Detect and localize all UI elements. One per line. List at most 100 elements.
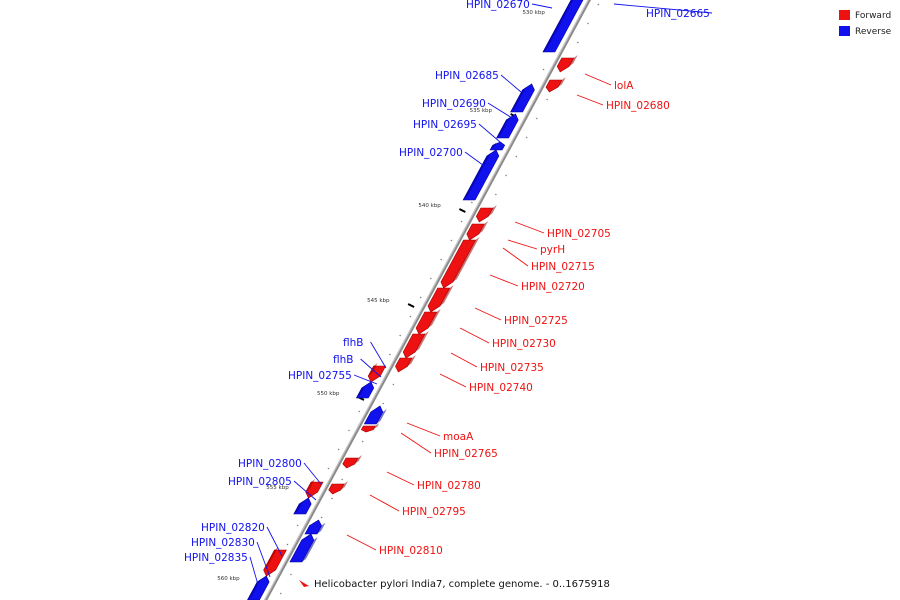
- gene-block[interactable]: [402, 333, 426, 359]
- gene-label[interactable]: HPIN_02670: [466, 0, 530, 11]
- gene-label[interactable]: HPIN_02665: [646, 8, 710, 20]
- gene-leader-line: [500, 74, 522, 93]
- gene-block[interactable]: [556, 57, 575, 73]
- gene-block[interactable]: [489, 141, 506, 151]
- gene-label[interactable]: HPIN_02690: [422, 98, 486, 110]
- minor-tick: [392, 383, 395, 386]
- minor-tick: [290, 573, 292, 576]
- gene-block[interactable]: [395, 357, 413, 373]
- gene-label[interactable]: HPIN_02715: [531, 261, 595, 273]
- gene-label[interactable]: HPIN_02780: [417, 480, 481, 492]
- minor-tick: [327, 467, 330, 470]
- gene-leader-line: [439, 373, 467, 388]
- gene-label[interactable]: pyrH: [540, 244, 565, 256]
- gene-label[interactable]: moaA: [443, 431, 474, 443]
- legend-forward-label: Forward: [855, 11, 891, 21]
- gene-block-shade: [373, 423, 380, 430]
- sequence-arrow-icon: [299, 580, 309, 587]
- minor-tick: [597, 3, 600, 6]
- genome-backbone-highlight: [264, 0, 589, 600]
- gene-label[interactable]: HPIN_02820: [201, 522, 265, 534]
- gene-label[interactable]: HPIN_02700: [399, 147, 463, 159]
- gene-leader-line: [478, 123, 501, 143]
- gene-block-shade: [488, 205, 497, 217]
- gene-label[interactable]: HPIN_02810: [379, 545, 443, 557]
- gene-leader-line: [303, 462, 322, 485]
- gene-label[interactable]: HPIN_02725: [504, 315, 568, 327]
- gene-leader-line: [256, 541, 271, 578]
- gene-block-shade: [439, 285, 454, 306]
- gene-leader-line: [406, 422, 441, 437]
- gene-label[interactable]: HPIN_02685: [435, 70, 499, 82]
- gene-leader-line: [450, 352, 478, 368]
- gene-label[interactable]: HPIN_02830: [191, 537, 255, 549]
- gene-block[interactable]: [542, 0, 584, 53]
- gene-block-shade: [376, 409, 387, 424]
- gene-label[interactable]: HPIN_02680: [606, 100, 670, 112]
- gene-block[interactable]: [328, 483, 345, 495]
- gene-block[interactable]: [342, 457, 359, 469]
- gene-label[interactable]: HPIN_02730: [492, 338, 556, 350]
- gene-block[interactable]: [427, 287, 451, 313]
- gene-label[interactable]: HPIN_02835: [184, 552, 248, 564]
- gene-label[interactable]: HPIN_02755: [288, 370, 352, 382]
- gene-label[interactable]: HPIN_02765: [434, 448, 498, 460]
- gene-label[interactable]: lolA: [614, 80, 634, 92]
- gene-block[interactable]: [360, 425, 376, 433]
- minor-tick: [576, 41, 579, 44]
- gene-block[interactable]: [363, 405, 384, 425]
- gene-block-shade: [317, 522, 326, 534]
- minor-tick: [546, 98, 549, 101]
- gene-block[interactable]: [440, 239, 477, 289]
- minor-tick: [535, 117, 538, 120]
- gene-block[interactable]: [289, 533, 315, 563]
- gene-leader-line: [266, 526, 283, 557]
- gene-leader-line: [502, 247, 529, 267]
- minor-tick: [587, 22, 590, 25]
- gene-block[interactable]: [475, 207, 494, 223]
- gene-block[interactable]: [415, 311, 438, 335]
- minor-tick: [279, 592, 282, 595]
- labels-layer: HPIN_02665 HPIN_02670 lolA HPIN_02680 HPIN_0…: [184, 0, 713, 596]
- minor-tick: [505, 174, 508, 177]
- gene-label[interactable]: HPIN_02740: [469, 382, 533, 394]
- gene-block[interactable]: [466, 223, 485, 241]
- gene-label[interactable]: HPIN_02805: [228, 476, 292, 488]
- gene-block-shade: [428, 309, 441, 328]
- sequence-title-text: Helicobacter pylori India7, complete gen…: [314, 579, 610, 590]
- minor-tick: [429, 277, 432, 280]
- minor-tick: [320, 516, 323, 519]
- gene-label[interactable]: flhB: [343, 337, 363, 349]
- gene-label[interactable]: HPIN_02735: [480, 362, 544, 374]
- gene-label[interactable]: HPIN_02695: [413, 119, 477, 131]
- genes-layer: [247, 0, 584, 600]
- gene-leader-line: [353, 374, 378, 385]
- gene-leader-line: [293, 480, 317, 501]
- gene-block-shade: [407, 355, 416, 367]
- minor-tick: [382, 402, 385, 405]
- gene-leader-line: [360, 358, 382, 378]
- gene-leader-line: [576, 94, 604, 106]
- minor-tick: [337, 448, 340, 451]
- gene-label[interactable]: flhB: [333, 354, 353, 366]
- gene-block-shade: [354, 455, 363, 464]
- legend-forward-swatch: [839, 10, 850, 20]
- gene-block-shade: [452, 237, 480, 282]
- gene-leader-line: [346, 534, 377, 551]
- minor-tick: [515, 155, 518, 158]
- tick-mark: [458, 208, 466, 213]
- gene-label[interactable]: HPIN_02705: [547, 228, 611, 240]
- gene-block[interactable]: [263, 549, 287, 577]
- gene-leader-line: [464, 151, 488, 169]
- gene-block[interactable]: [304, 519, 322, 535]
- gene-label[interactable]: HPIN_02795: [402, 506, 466, 518]
- gene-label[interactable]: HPIN_02800: [238, 458, 302, 470]
- gene-label[interactable]: HPIN_02720: [521, 281, 585, 293]
- minor-tick: [494, 193, 497, 196]
- gene-leader-line: [400, 432, 432, 454]
- gene-block-shade: [478, 221, 489, 234]
- minor-tick: [460, 220, 463, 223]
- gene-block[interactable]: [545, 79, 563, 93]
- gene-block-shade: [557, 77, 566, 88]
- gene-leader-line: [386, 471, 415, 486]
